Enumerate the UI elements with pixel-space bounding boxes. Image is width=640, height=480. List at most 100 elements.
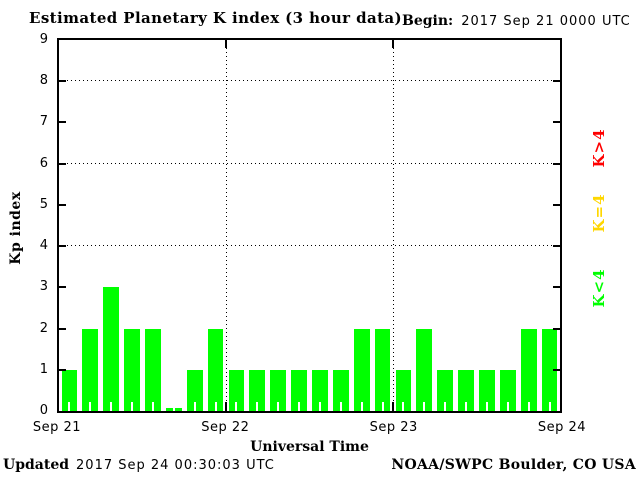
minor-tick-3h-6 <box>193 402 196 411</box>
kp-bar-22 <box>520 328 537 411</box>
kp-bar-6 <box>186 369 203 411</box>
begin-timestamp: Begin: 2017 Sep 21 0000 UTC <box>402 13 631 29</box>
minor-tick-3h-13 <box>339 402 342 411</box>
minor-tick-3h-11 <box>298 402 301 411</box>
x-tick-label-Sep-23: Sep 23 <box>369 420 418 435</box>
major-tick-bottom-2 <box>391 402 394 411</box>
y-tick-label-4: 4 <box>39 238 48 254</box>
ytick-left-7 <box>59 121 66 124</box>
begin-label: Begin: <box>402 13 454 29</box>
y-tick-label-5: 5 <box>39 196 48 212</box>
chart-title: Estimated Planetary K index (3 hour data… <box>29 9 403 27</box>
updated-label: Updated <box>3 457 70 473</box>
y-tick-label-8: 8 <box>39 73 48 89</box>
ytick-left-4 <box>59 245 66 248</box>
minor-tick-3h-15 <box>381 402 384 411</box>
minor-tick-3h-10 <box>277 402 280 411</box>
y-tick-label-2: 2 <box>39 320 48 336</box>
y-tick-label-0: 0 <box>39 403 48 418</box>
kp-bar-7 <box>207 328 224 411</box>
minor-tick-3h-19 <box>465 402 468 411</box>
grid-layer <box>59 40 560 411</box>
ytick-left-1 <box>59 368 66 371</box>
kp-bar-12 <box>312 369 328 411</box>
minor-tick-3h-14 <box>360 402 363 411</box>
x-axis-title: Universal Time <box>250 439 369 455</box>
kp-bar-10 <box>270 369 287 411</box>
kp-bar-2 <box>103 287 120 411</box>
minor-tick-3h-9 <box>256 402 259 411</box>
gridline-y-8 <box>59 80 560 82</box>
minor-tick-3h-18 <box>444 402 447 411</box>
ytick-right-6 <box>553 162 560 165</box>
minor-tick-3h-1 <box>89 402 92 411</box>
kp-bar-14 <box>353 328 370 411</box>
minor-tick-3h-17 <box>423 402 426 411</box>
ytick-right-3 <box>553 286 560 289</box>
updated-timestamp: Updated 2017 Sep 24 00:30:03 UTC <box>3 457 275 473</box>
ytick-left-6 <box>59 162 66 165</box>
kp-bar-1 <box>82 328 99 411</box>
minor-tick-3h-5 <box>172 402 175 411</box>
gridline-y-6 <box>59 162 560 164</box>
bar-layer <box>59 40 560 411</box>
kp-bar-15 <box>374 328 391 411</box>
kp-bar-21 <box>499 369 516 411</box>
kp-bar-19 <box>458 369 474 411</box>
gridline-y-4 <box>59 245 560 247</box>
kp-bar-18 <box>437 369 454 411</box>
ytick-right-1 <box>553 368 560 371</box>
minor-tick-3h-0 <box>68 402 71 411</box>
minor-tick-3h-3 <box>131 402 134 411</box>
kp-bar-8 <box>228 369 245 411</box>
kp-bar-20 <box>479 369 495 411</box>
y-tick-label-9: 9 <box>39 32 48 47</box>
ytick-right-2 <box>553 327 560 330</box>
y-tick-label-1: 1 <box>39 361 48 377</box>
major-tick-top-2 <box>391 40 394 48</box>
ytick-right-7 <box>553 121 560 124</box>
kp-bar-23 <box>541 328 558 411</box>
minor-tick-3h-21 <box>506 402 509 411</box>
y-tick-label-7: 7 <box>39 114 48 130</box>
kp-bar-4 <box>145 328 161 411</box>
minor-tick-3h-20 <box>485 402 488 411</box>
ytick-right-5 <box>553 203 560 206</box>
legend-label-0: K>4 <box>590 128 608 168</box>
major-tick-bottom-1 <box>224 402 227 411</box>
minor-tick-3h-12 <box>318 402 321 411</box>
gridline-day-1 <box>226 40 227 411</box>
kp-bar-3 <box>124 328 140 411</box>
legend-label-1: K=4 <box>590 193 608 233</box>
y-tick-label-6: 6 <box>39 155 48 171</box>
kp-bar-9 <box>249 369 266 411</box>
kp-bar-11 <box>291 369 307 411</box>
kp-bar-16 <box>395 369 412 411</box>
ytick-left-2 <box>59 327 66 330</box>
updated-value: 2017 Sep 24 00:30:03 UTC <box>76 458 275 473</box>
minor-tick-3h-7 <box>214 402 217 411</box>
kp-bar-17 <box>416 328 433 411</box>
credit-text: NOAA/SWPC Boulder, CO USA <box>391 457 636 473</box>
kp-bar-0 <box>61 369 78 411</box>
plot-area <box>57 38 562 413</box>
minor-tick-3h-2 <box>110 402 113 411</box>
ytick-left-3 <box>59 286 66 289</box>
x-tick-label-Sep-24: Sep 24 <box>537 420 587 435</box>
gridline-day-2 <box>393 40 394 411</box>
minor-tick-3h-16 <box>402 402 405 411</box>
minor-tick-3h-22 <box>527 402 530 411</box>
minor-tick-3h-4 <box>151 402 154 411</box>
minor-tick-3h-23 <box>548 402 551 411</box>
x-tick-label-Sep-22: Sep 22 <box>201 420 250 435</box>
y-tick-label-3: 3 <box>39 279 48 295</box>
ytick-left-8 <box>59 80 66 83</box>
y-axis-title: Kp index <box>8 191 24 265</box>
ytick-left-5 <box>59 203 66 206</box>
tick-layer <box>59 40 560 411</box>
begin-value: 2017 Sep 21 0000 UTC <box>461 14 631 29</box>
major-tick-top-1 <box>224 40 227 48</box>
ytick-right-4 <box>553 245 560 248</box>
legend-label-2: K<4 <box>590 268 608 308</box>
